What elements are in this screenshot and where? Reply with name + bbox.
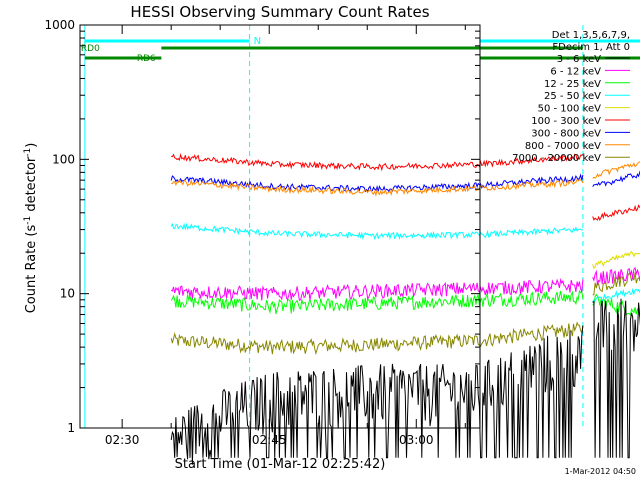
y-label-end: ) <box>24 143 39 148</box>
y-label-main: Count Rate (s <box>24 225 39 314</box>
observing-segments: RD0 N RD6 <box>81 25 640 428</box>
segment-label-n: N <box>254 36 261 47</box>
series-line <box>170 222 640 303</box>
legend-label: 25 - 50 keV <box>544 91 601 102</box>
y-tick-label: 100 <box>52 152 75 166</box>
y-tick-label: 1000 <box>44 18 75 32</box>
series-line <box>170 298 640 465</box>
legend-header: FDecim 1, Att 0 <box>552 42 630 53</box>
series-line <box>171 161 640 198</box>
y-axis-label: Count Rate (s-1 detector-1) <box>23 143 39 314</box>
series-line <box>171 153 640 221</box>
y-tick-label: 1 <box>67 421 75 435</box>
legend: Det 1,3,5,6,7,9,FDecim 1, Att 03 - 6 keV… <box>512 30 630 164</box>
legend-label: 7000 - 20000 keV <box>512 153 601 164</box>
series-line <box>170 266 640 301</box>
svg-text:Count Rate (s-1 detector-1): Count Rate (s-1 detector-1) <box>23 143 39 314</box>
plot-timestamp: 1-Mar-2012 04:50 <box>565 467 636 476</box>
chart-title: HESSI Observing Summary Count Rates <box>130 3 429 21</box>
legend-label: 50 - 100 keV <box>538 104 602 115</box>
series-line <box>170 272 640 356</box>
series-line <box>592 250 640 270</box>
plot-frame <box>79 24 481 429</box>
legend-header: Det 1,3,5,6,7,9, <box>552 30 630 41</box>
y-label-sup-2: -1 <box>23 148 33 157</box>
y-label-sup-1: -1 <box>23 216 33 225</box>
plot-area <box>170 153 640 465</box>
segment-label-rd6: RD6 <box>137 54 156 64</box>
x-tick-label: 02:30 <box>105 433 140 447</box>
series-line <box>170 289 640 318</box>
legend-label: 300 - 800 keV <box>531 128 601 139</box>
x-axis-label: Start Time (01-Mar-12 02:25:42) <box>175 457 386 472</box>
axes: 1 10 100 1000 02:30 02:45 03:00 <box>44 18 481 447</box>
legend-label: 800 - 7000 keV <box>525 141 601 152</box>
legend-label: 100 - 300 keV <box>531 116 601 127</box>
x-tick-label: 02:45 <box>252 433 287 447</box>
y-label-mid: detector <box>24 156 39 216</box>
legend-label: 12 - 25 keV <box>544 79 601 90</box>
x-tick-label: 03:00 <box>399 433 434 447</box>
legend-label: 6 - 12 keV <box>550 66 601 77</box>
y-tick-label: 10 <box>60 287 75 301</box>
series-line <box>170 170 640 193</box>
legend-label: 3 - 6 keV <box>557 54 601 65</box>
segment-label-rd0: RD0 <box>81 44 100 54</box>
